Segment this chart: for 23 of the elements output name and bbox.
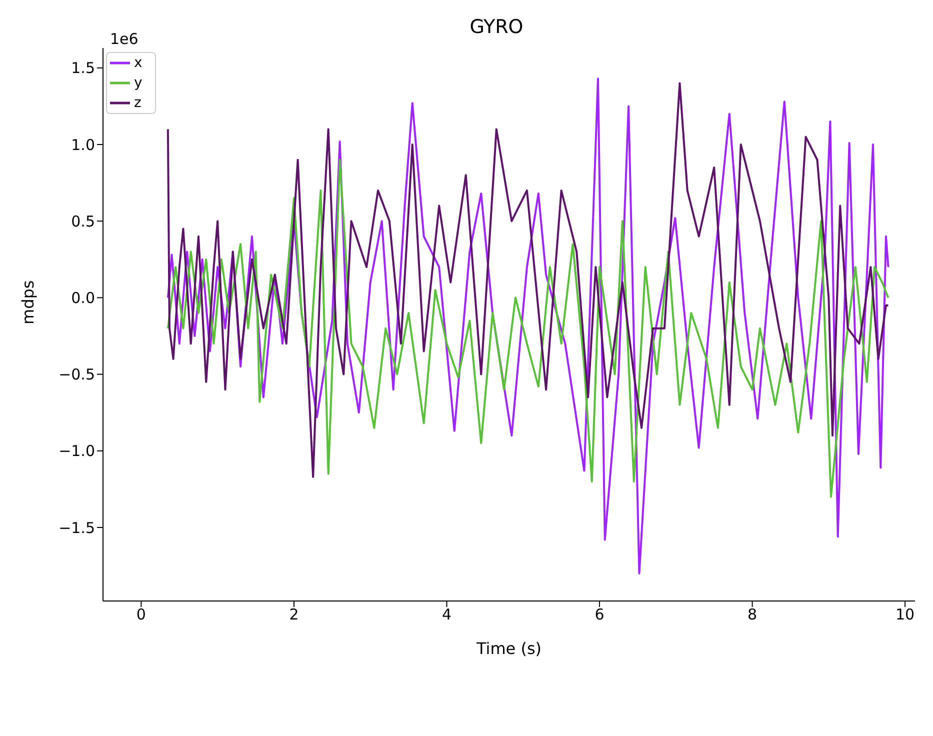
line-series (166, 158, 890, 498)
x-tick-label: 10 (896, 606, 915, 624)
legend-label: z (134, 94, 142, 111)
y-tick-label: 0.5 (71, 212, 95, 230)
y-tick-label: 1.5 (71, 59, 95, 78)
y-tick-label: −1.0 (58, 442, 95, 460)
y-tick-label: −1.5 (58, 518, 95, 537)
x-tick-label: 8 (748, 606, 758, 624)
text: 1e6 (110, 30, 138, 48)
legend-label: x (134, 54, 142, 71)
y-tick-label: 1.0 (71, 136, 95, 154)
x-axis-title: Time (s) (475, 639, 542, 658)
x-tick-label: 2 (289, 606, 299, 624)
y-tick-label: 0.0 (71, 289, 95, 308)
chart-title: GYRO (470, 16, 524, 38)
x-tick-label: 4 (442, 606, 452, 624)
x-tick-label: 6 (594, 606, 604, 624)
y-axis-title: mdps (18, 280, 38, 324)
y-tick-label: −0.5 (58, 366, 95, 384)
legend-label: y (134, 74, 142, 91)
line-series (166, 78, 890, 574)
x-tick-label: 0 (136, 606, 146, 624)
line-series (166, 82, 890, 478)
